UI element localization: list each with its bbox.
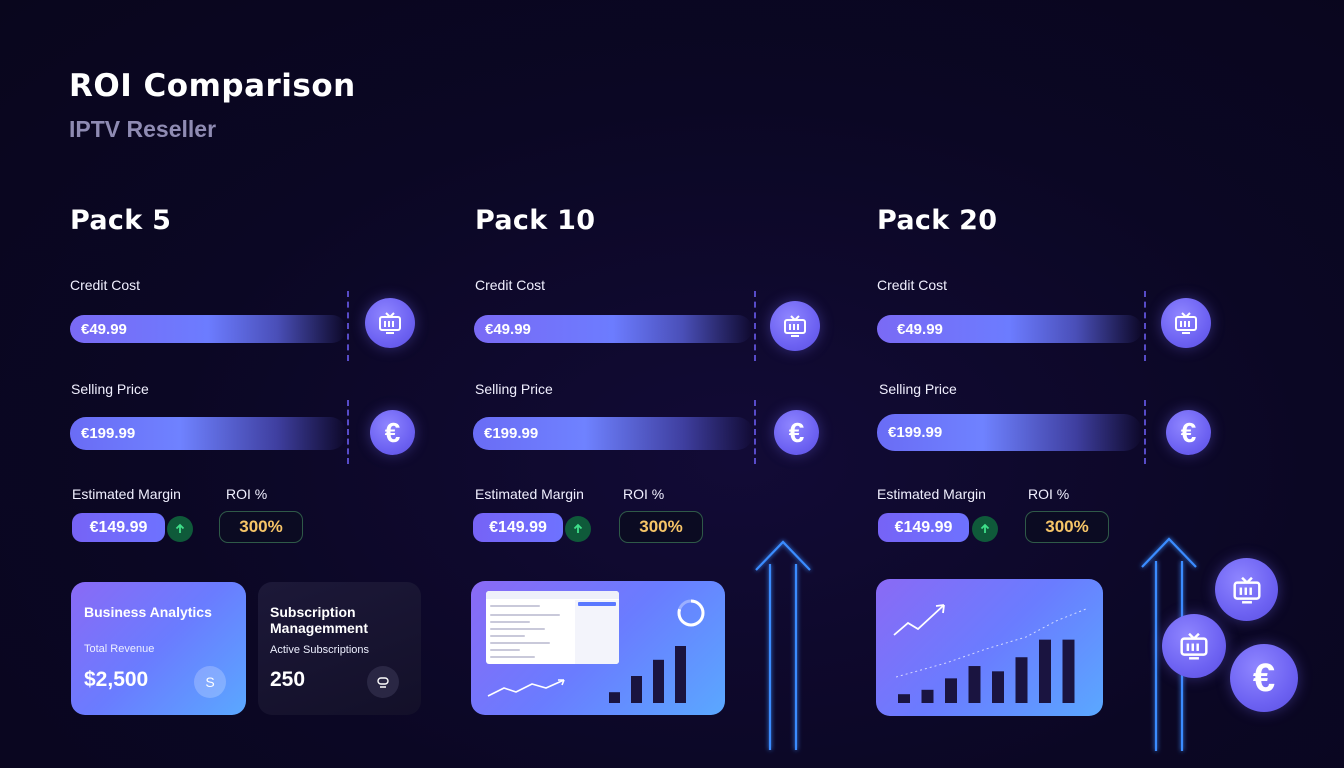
roi-label: ROI % [623, 486, 665, 502]
bar-chart [898, 639, 1075, 703]
credit-cost-value: €49.99 [485, 320, 531, 338]
user-badge-icon [367, 666, 399, 698]
arrow-up-icon [972, 516, 998, 542]
card-subtitle: Active Subscriptions [270, 644, 370, 656]
estimated-margin-label: Estimated Margin [475, 486, 584, 502]
divider-line [1144, 400, 1146, 464]
chart-bar [898, 694, 910, 703]
selling-price-label: Selling Price [879, 381, 957, 397]
dashboard-window-mock [486, 591, 619, 664]
euro-icon: € [774, 410, 819, 455]
tv-icon [1215, 558, 1278, 621]
credit-cost-bar: €49.99 [70, 315, 346, 343]
roi-value: 300% [619, 511, 703, 543]
growth-arrow-icon [755, 540, 811, 750]
card-title: Subscription Managemment [270, 604, 369, 636]
tv-icon [365, 298, 415, 348]
credit-cost-value: €49.99 [897, 320, 943, 338]
card-subtitle: Total Revenue [84, 643, 155, 655]
chart-bar [945, 678, 957, 703]
selling-price-value: €199.99 [484, 425, 539, 442]
chart-bar [653, 659, 664, 703]
pack-5-column: Pack 5 Credit Cost €49.99 Selling Price … [70, 0, 470, 768]
margin-value: €149.99 [473, 513, 563, 542]
divider-line [1144, 291, 1146, 361]
page-title: ROI Comparison [69, 68, 356, 104]
dollar-icon: S [194, 666, 226, 698]
pack-title: Pack 5 [70, 205, 172, 236]
euro-icon: € [370, 410, 415, 455]
margin-value: €149.99 [878, 513, 969, 542]
selling-price-label: Selling Price [71, 381, 149, 397]
tv-icon [1162, 614, 1226, 678]
credit-cost-value: €49.99 [81, 320, 127, 338]
pack-title: Pack 10 [475, 205, 596, 236]
page-subtitle: IPTV Reseller [69, 116, 217, 142]
selling-price-value: €199.99 [888, 424, 943, 441]
chart-bar [1015, 657, 1028, 703]
roi-value: 300% [1025, 511, 1109, 543]
divider-line [347, 400, 349, 464]
tv-icon [770, 301, 820, 351]
selling-price-bar: €199.99 [877, 414, 1142, 451]
divider-line [754, 291, 756, 361]
pack-title: Pack 20 [877, 205, 998, 236]
pack-10-column: Pack 10 Credit Cost €49.99 Selling Price… [471, 0, 875, 768]
credit-cost-bar: €49.99 [877, 315, 1142, 343]
dashboard-preview-card[interactable] [471, 581, 725, 715]
chart-bar [1062, 639, 1075, 703]
card-title: Business Analytics [84, 604, 212, 620]
divider-line [347, 291, 349, 361]
euro-icon: € [1166, 410, 1211, 455]
arrow-up-icon [167, 516, 193, 542]
tv-icon [1161, 298, 1211, 348]
selling-price-value: €199.99 [81, 425, 136, 442]
chart-bar [631, 676, 642, 703]
credit-cost-label: Credit Cost [475, 277, 546, 293]
active-subscriptions-value: 250 [270, 668, 306, 691]
credit-cost-label: Credit Cost [70, 277, 141, 293]
roi-value: 300% [219, 511, 303, 543]
chart-bar [921, 689, 934, 703]
chart-bar [1039, 639, 1051, 703]
selling-price-bar: €199.99 [70, 417, 346, 450]
margin-value: €149.99 [72, 513, 165, 542]
estimated-margin-label: Estimated Margin [877, 486, 986, 502]
total-revenue-value: $2,500 [84, 668, 149, 691]
chart-bar [968, 666, 981, 703]
subscription-management-card[interactable]: Subscription Managemment Active Subscrip… [258, 582, 421, 715]
trend-arrow-icon [893, 604, 945, 636]
bar-chart [609, 646, 686, 703]
arrow-up-icon [565, 516, 591, 542]
roi-label: ROI % [226, 486, 268, 502]
selling-price-bar: €199.99 [473, 417, 753, 450]
growth-chart-card[interactable] [876, 579, 1103, 716]
estimated-margin-label: Estimated Margin [72, 486, 181, 502]
selling-price-label: Selling Price [475, 381, 553, 397]
trend-line-icon [487, 679, 565, 697]
dotted-trend-line [896, 608, 1087, 678]
roi-label: ROI % [1028, 486, 1070, 502]
chart-bar [609, 692, 620, 703]
donut-chart-icon [677, 599, 705, 627]
divider-line [754, 400, 756, 464]
euro-icon: € [1230, 644, 1298, 712]
business-analytics-card[interactable]: Business Analytics Total Revenue $2,500 … [71, 582, 246, 715]
credit-cost-label: Credit Cost [877, 277, 948, 293]
chart-bar [675, 646, 686, 703]
credit-cost-bar: €49.99 [474, 315, 752, 343]
pack-20-column: Pack 20 Credit Cost €49.99 Selling Price… [876, 0, 1277, 768]
chart-bar [992, 671, 1004, 703]
